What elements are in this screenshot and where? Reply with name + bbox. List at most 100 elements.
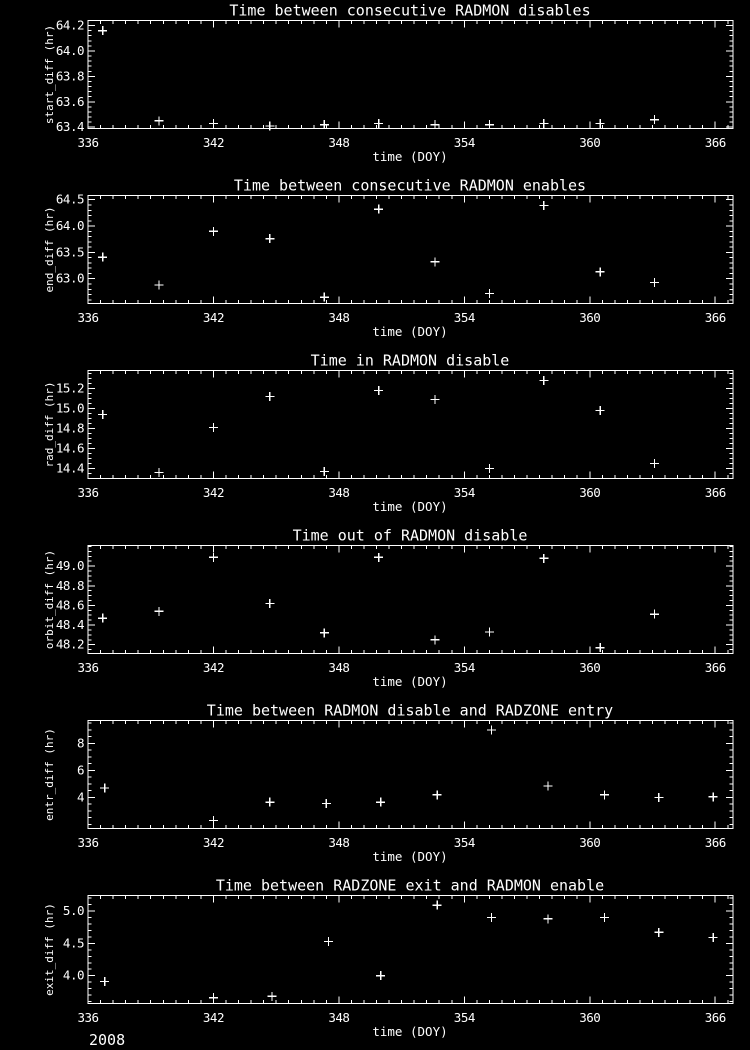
y-tick-label: 8	[77, 735, 84, 750]
y-tick-label: 48.6	[56, 597, 84, 612]
plot-title: Time between consecutive RADMON enables	[234, 177, 586, 195]
x-axis-label: time (DOY)	[372, 674, 447, 689]
data-points	[98, 552, 660, 653]
x-tick-label: 360	[579, 835, 600, 850]
x-tick-label: 336	[77, 1010, 98, 1025]
y-tick-label: 63.8	[56, 68, 84, 83]
data-points	[98, 376, 660, 477]
plot-exit-diff: Time between RADZONE exit and RADMON ena…	[43, 877, 734, 1039]
plus-markers	[98, 201, 660, 302]
y-tick-label: 64.0	[56, 218, 84, 233]
x-tick-label: 342	[203, 310, 224, 325]
x-tick-label: 360	[579, 310, 600, 325]
x-tick-label: 336	[77, 135, 98, 150]
axes	[87, 720, 734, 829]
plus-markers	[98, 26, 660, 131]
data-points	[98, 201, 660, 302]
y-axis-label: start_diff (hr)	[43, 25, 56, 124]
tick-labels: 336 342 348 354 360 366 4 6 8	[77, 735, 726, 850]
x-tick-label: 366	[705, 310, 726, 325]
x-tick-label: 366	[705, 835, 726, 850]
tick-labels: 336 342 348 354 360 366 48.2 48.4 48.6 48.8 49.0	[56, 558, 726, 675]
x-tick-label: 354	[454, 835, 475, 850]
y-tick-label: 63.6	[56, 94, 84, 109]
x-tick-label: 336	[77, 660, 98, 675]
y-tick-label: 4.5	[63, 935, 84, 950]
plus-markers	[98, 376, 660, 477]
x-tick-label: 336	[77, 485, 98, 500]
plot-end-diff: Time between consecutive RADMON enables …	[43, 177, 734, 339]
y-tick-label: 15.2	[56, 381, 84, 396]
x-axis-label: time (DOY)	[372, 149, 447, 164]
axes	[87, 195, 734, 304]
data-points	[98, 26, 660, 131]
axes	[87, 370, 734, 479]
x-tick-label: 348	[328, 835, 349, 850]
y-tick-label: 64.0	[56, 43, 84, 58]
plus-markers	[98, 552, 660, 653]
x-tick-label: 348	[328, 660, 349, 675]
y-tick-label: 63.5	[56, 244, 84, 259]
x-tick-label: 366	[705, 485, 726, 500]
axes	[87, 20, 734, 129]
y-tick-label: 4	[77, 789, 84, 804]
x-tick-label: 354	[454, 310, 475, 325]
y-axis-label: exit_diff (hr)	[43, 903, 56, 996]
y-tick-label: 63.4	[56, 119, 84, 134]
x-tick-label: 360	[579, 660, 600, 675]
panel-rad-diff: Time in RADMON disable 336 342 348 354 360 36…	[0, 350, 750, 525]
y-tick-label: 64.2	[56, 18, 84, 33]
x-tick-label: 342	[203, 660, 224, 675]
y-tick-label: 15.0	[56, 401, 84, 416]
plus-markers	[100, 900, 718, 1003]
x-tick-label: 348	[328, 135, 349, 150]
tick-labels: 336 342 348 354 360 366 63.0 63.5 64.0 64.5	[56, 192, 726, 325]
x-tick-label: 360	[579, 1010, 600, 1025]
x-tick-label: 354	[454, 485, 475, 500]
y-tick-label: 48.8	[56, 578, 84, 593]
x-tick-label: 366	[705, 135, 726, 150]
year-label: 2008	[89, 1031, 126, 1049]
plot-title: Time in RADMON disable	[311, 352, 510, 370]
x-tick-label: 348	[328, 1010, 349, 1025]
x-tick-label: 348	[328, 485, 349, 500]
x-tick-label: 366	[705, 660, 726, 675]
x-axis-label: time (DOY)	[372, 1024, 447, 1039]
plot-title: Time out of RADMON disable	[293, 527, 528, 545]
y-tick-label: 48.4	[56, 617, 84, 632]
plot-rad-diff: Time in RADMON disable 336 342 348 354 360 36…	[43, 352, 734, 514]
x-axis-label: time (DOY)	[372, 324, 447, 339]
x-tick-label: 354	[454, 135, 475, 150]
y-axis-label: rad_diff (hr)	[43, 381, 56, 467]
tick-labels: 336 342 348 354 360 366 14.4 14.6 14.8 15.0 15.2	[56, 381, 726, 501]
y-tick-label: 14.6	[56, 441, 84, 456]
y-tick-label: 64.5	[56, 192, 84, 207]
y-axis-label: end_diff (hr)	[43, 206, 56, 292]
x-tick-label: 360	[579, 485, 600, 500]
x-tick-label: 342	[203, 835, 224, 850]
x-axis-label: time (DOY)	[372, 849, 447, 864]
y-tick-label: 4.0	[63, 968, 84, 983]
y-tick-label: 5.0	[63, 903, 84, 918]
panel-exit-diff: Time between RADZONE exit and RADMON ena…	[0, 875, 750, 1050]
plus-markers	[100, 725, 718, 825]
tick-labels: 336 342 348 354 360 366 63.4 63.6 63.8 64.0 64.2	[56, 18, 726, 150]
plot-orbit-diff: Time out of RADMON disable 336 342 348 354 3…	[43, 527, 734, 689]
x-tick-label: 342	[203, 1010, 224, 1025]
plot-title: Time between consecutive RADMON disables	[229, 2, 590, 20]
y-tick-label: 48.2	[56, 637, 84, 652]
x-tick-label: 360	[579, 135, 600, 150]
axes	[87, 895, 734, 1004]
panel-entr-diff: Time between RADMON disable and RADZONE …	[0, 700, 750, 875]
x-tick-label: 336	[77, 310, 98, 325]
y-tick-label: 6	[77, 762, 84, 777]
x-tick-label: 342	[203, 485, 224, 500]
plot-entr-diff: Time between RADMON disable and RADZONE …	[43, 702, 734, 864]
data-points	[100, 725, 718, 825]
x-tick-label: 366	[705, 1010, 726, 1025]
y-tick-label: 63.0	[56, 271, 84, 286]
y-tick-label: 14.8	[56, 421, 84, 436]
y-axis-label: entr_diff (hr)	[43, 728, 56, 821]
data-points	[100, 900, 718, 1003]
